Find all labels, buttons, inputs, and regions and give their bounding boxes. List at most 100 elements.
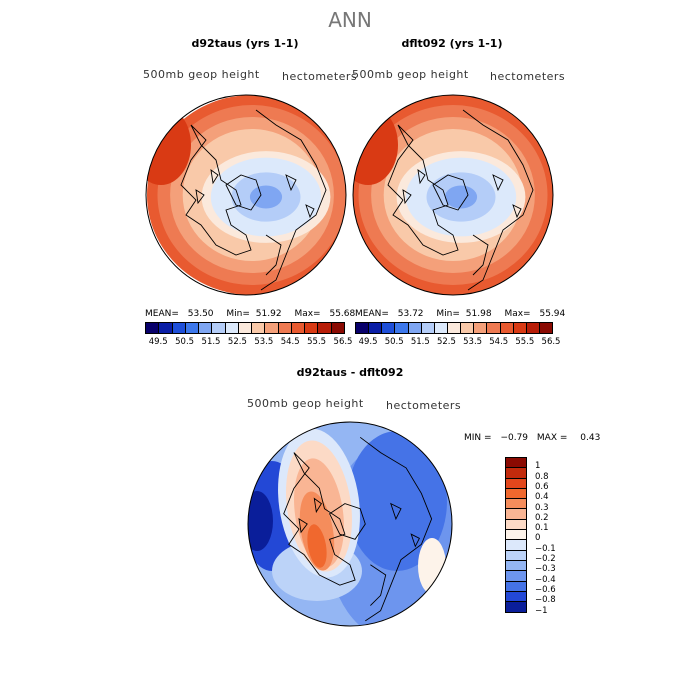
coastline bbox=[492, 174, 504, 192]
colorbar-tick-label: 55.5 bbox=[307, 337, 327, 347]
colorbar-swatch bbox=[461, 323, 475, 333]
colorbar-swatch bbox=[278, 323, 292, 333]
colorbar-swatch bbox=[506, 519, 526, 531]
panel-2-stats: MEAN= 53.72 Min= 51.98 Max= 55.94 bbox=[355, 309, 565, 319]
max-label: Max= bbox=[504, 309, 531, 319]
panel-2-colorbar bbox=[355, 322, 553, 334]
panel-2-colorbar-labels: 49.5 50.5 51.5 52.5 53.5 54.5 55.5 56.5 bbox=[355, 337, 561, 349]
colorbar-swatch bbox=[199, 323, 213, 333]
colorbar-swatch bbox=[159, 323, 173, 333]
colorbar-tick-label: 0.3 bbox=[535, 502, 549, 513]
colorbar-swatch bbox=[474, 323, 488, 333]
coastline bbox=[417, 169, 426, 185]
colorbar-swatch bbox=[506, 458, 526, 469]
contour-band bbox=[418, 538, 446, 594]
coastline bbox=[313, 497, 323, 514]
colorbar-swatch bbox=[506, 591, 526, 603]
colorbar-tick-label: −0.4 bbox=[535, 574, 556, 585]
min-value: −0.79 bbox=[500, 433, 529, 443]
coastline bbox=[265, 234, 282, 276]
map-boundary bbox=[145, 94, 347, 296]
colorbar-tick-label: 50.5 bbox=[384, 337, 404, 347]
mean-value: 53.50 bbox=[187, 309, 214, 319]
coastline bbox=[462, 109, 534, 291]
colorbar-tick-label: 54.5 bbox=[489, 337, 509, 347]
colorbar-swatch bbox=[238, 323, 253, 333]
coastline bbox=[195, 189, 205, 205]
colorbar-tick-label: 56.5 bbox=[541, 337, 561, 347]
contour-band bbox=[347, 431, 447, 571]
field-contours bbox=[146, 95, 346, 295]
colorbar-swatch bbox=[225, 323, 239, 333]
panel-3-colorbar bbox=[505, 457, 527, 614]
max-value: 55.68 bbox=[329, 309, 356, 319]
panel-3-stats: MIN = −0.79 MAX = 0.43 bbox=[464, 433, 600, 443]
coastline bbox=[180, 124, 252, 256]
colorbar-swatch bbox=[506, 581, 526, 592]
colorbar-swatch bbox=[539, 323, 553, 333]
colorbar-swatch bbox=[506, 488, 526, 500]
colorbar-tick-label: −0.6 bbox=[535, 584, 556, 595]
coastline bbox=[512, 204, 522, 219]
panel-1-stats: MEAN= 53.50 Min= 51.92 Max= 55.68 bbox=[145, 309, 355, 319]
coastline bbox=[370, 564, 387, 606]
coastline bbox=[285, 174, 297, 192]
mean-value: 53.72 bbox=[397, 309, 424, 319]
colorbar-swatch bbox=[408, 323, 422, 333]
colorbar-tick-label: −0.8 bbox=[535, 595, 556, 606]
colorbar-swatch bbox=[506, 571, 526, 582]
colorbar-tick-label: 0.4 bbox=[535, 492, 549, 503]
colorbar-swatch bbox=[506, 509, 526, 520]
coastline bbox=[387, 124, 459, 256]
coastline bbox=[410, 533, 421, 548]
colorbar-tick-label: 53.5 bbox=[254, 337, 274, 347]
panel-2-title: dflt092 (yrs 1-1) bbox=[401, 37, 503, 50]
panel-1-units-label: hectometers bbox=[282, 70, 358, 83]
contour-band bbox=[307, 524, 327, 568]
colorbar-swatch bbox=[506, 540, 526, 551]
colorbar-swatch bbox=[506, 478, 526, 489]
colorbar-swatch bbox=[212, 323, 226, 333]
panel-2-units-label: hectometers bbox=[490, 70, 566, 83]
colorbar-swatch bbox=[434, 323, 448, 333]
map-boundary bbox=[352, 94, 554, 296]
panel-1-colorbar bbox=[145, 322, 345, 334]
colorbar-swatch bbox=[291, 323, 306, 333]
colorbar-swatch bbox=[146, 323, 160, 333]
colorbar-swatch bbox=[506, 602, 526, 613]
panel-1-colorbar-labels: 49.5 50.5 51.5 52.5 53.5 54.5 55.5 56.5 bbox=[145, 337, 353, 349]
colorbar-tick-label: −0.2 bbox=[535, 554, 556, 564]
colorbar-swatch bbox=[506, 468, 526, 479]
colorbar-swatch bbox=[506, 499, 526, 510]
colorbar-swatch bbox=[369, 323, 383, 333]
min-label: Min= bbox=[226, 309, 250, 319]
colorbar-tick-label: −1 bbox=[535, 605, 548, 616]
colorbar-tick-label: 0.8 bbox=[535, 471, 549, 482]
main-title: ANN bbox=[328, 8, 372, 32]
colorbar-swatch bbox=[487, 323, 501, 333]
colorbar-tick-label: 51.5 bbox=[410, 337, 430, 347]
panel-3-units-label: hectometers bbox=[386, 399, 462, 412]
colorbar-swatch bbox=[252, 323, 266, 333]
colorbar-tick-label: 0.1 bbox=[535, 523, 549, 534]
panel-1-variable-label: 500mb geop height bbox=[143, 68, 260, 81]
colorbar-tick-label: 52.5 bbox=[227, 337, 247, 347]
colorbar-swatch bbox=[421, 323, 435, 333]
coastline bbox=[472, 234, 489, 276]
panel-2-variable-label: 500mb geop height bbox=[352, 68, 469, 81]
colorbar-swatch bbox=[331, 323, 344, 333]
coastline bbox=[283, 452, 356, 586]
max-label: MAX = bbox=[536, 433, 568, 443]
map-boundary bbox=[247, 421, 453, 627]
colorbar-swatch bbox=[318, 323, 332, 333]
colorbar-swatch bbox=[513, 323, 527, 333]
mean-label: MEAN= bbox=[145, 309, 179, 319]
coastline bbox=[402, 189, 412, 205]
colorbar-tick-label: 52.5 bbox=[436, 337, 456, 347]
panel-3-colorbar-labels: 1 0.8 0.6 0.4 0.3 0.2 0.1 0 −0.1 −0.2 −0.3 −0.4 −0.6… bbox=[535, 457, 575, 622]
max-value: 0.43 bbox=[580, 433, 601, 443]
coastline bbox=[305, 204, 315, 219]
coastline bbox=[298, 518, 308, 534]
colorbar-swatch bbox=[382, 323, 396, 333]
coastline bbox=[329, 503, 366, 540]
